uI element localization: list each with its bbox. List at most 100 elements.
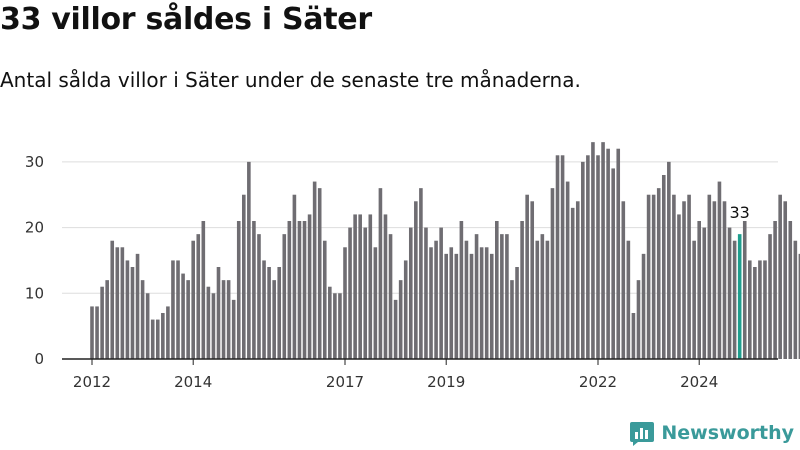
bar: [267, 267, 271, 359]
bar: [221, 280, 226, 359]
bar: [661, 175, 666, 359]
bar: [651, 194, 656, 359]
bar: [236, 221, 241, 359]
chart-title: 33 villor såldes i Säter: [0, 2, 372, 37]
bar: [591, 142, 595, 359]
bar: [378, 188, 383, 359]
bar: [196, 234, 201, 359]
bar: [161, 313, 165, 359]
bar: [677, 214, 681, 359]
bar: [398, 280, 403, 359]
bar: [358, 214, 362, 359]
bar: [500, 234, 504, 359]
bar: [90, 306, 94, 359]
y-tick-label: 30: [25, 153, 44, 171]
bar: [282, 234, 287, 359]
bar: [495, 221, 499, 359]
newsworthy-logo-text: Newsworthy: [661, 422, 794, 444]
bar: [312, 181, 317, 359]
bar: [155, 319, 160, 359]
bar: [575, 201, 580, 359]
bar: [687, 194, 691, 359]
bar: [748, 260, 752, 359]
bar: [115, 247, 120, 359]
x-tick-label: 2012: [73, 373, 111, 391]
bar: [581, 161, 585, 359]
bar: [171, 260, 175, 359]
x-tick-label: 2014: [174, 373, 212, 391]
bar: [166, 306, 170, 359]
bar: [798, 253, 800, 359]
bar: [545, 240, 550, 359]
bar: [439, 227, 443, 359]
bar: [257, 234, 261, 359]
bar: [479, 247, 484, 359]
bar: [181, 273, 185, 359]
newsworthy-logo: Newsworthy: [629, 420, 794, 446]
bar: [682, 201, 686, 359]
bar: [226, 280, 231, 359]
bar: [515, 267, 519, 359]
bar: [363, 227, 368, 359]
bar: [333, 293, 337, 359]
bar: [419, 188, 423, 359]
bar: [626, 240, 631, 359]
bar: [302, 221, 307, 359]
bar: [641, 253, 646, 359]
bar: [191, 240, 195, 359]
bar: [216, 267, 221, 359]
bar: [707, 194, 712, 359]
bar: [383, 214, 388, 359]
bar: [525, 194, 529, 359]
bar: [252, 221, 256, 359]
bar: [150, 319, 155, 359]
bar: [145, 293, 150, 359]
bar: [601, 142, 605, 359]
bar: [753, 267, 757, 359]
bar: [464, 240, 469, 359]
bar: [368, 214, 373, 359]
bar: [702, 227, 707, 359]
bar: [606, 148, 610, 359]
bar: [616, 148, 621, 359]
y-tick-label: 20: [25, 219, 44, 237]
bar: [373, 247, 378, 359]
y-tick-label: 0: [34, 350, 44, 368]
bar: [135, 253, 140, 359]
bar: [100, 286, 104, 359]
bar: [565, 181, 570, 359]
bar: [317, 188, 322, 359]
x-tick-label: 2019: [427, 373, 465, 391]
bar: [646, 194, 651, 359]
bar: [343, 247, 347, 359]
bar: [348, 227, 352, 359]
bar: [211, 293, 216, 359]
x-tick-label: 2017: [326, 373, 364, 391]
bar: [535, 240, 540, 359]
bar: [176, 260, 180, 359]
bar: [186, 280, 190, 359]
bar: [110, 240, 115, 359]
bar: [505, 234, 509, 359]
bar: [550, 188, 555, 359]
bar: [95, 306, 99, 359]
bar: [454, 253, 459, 359]
bar: [697, 221, 701, 359]
bar: [672, 194, 676, 359]
bar: [732, 240, 737, 359]
bar: [338, 293, 342, 359]
newsworthy-logo-icon: [630, 422, 655, 446]
bar: [586, 155, 590, 359]
bar: [758, 260, 762, 359]
bar: [292, 194, 297, 359]
bar: [712, 201, 717, 359]
bar: [717, 181, 722, 359]
bar: [555, 155, 560, 359]
bar: [570, 207, 575, 359]
bar: [611, 168, 615, 359]
bar: [510, 280, 514, 359]
bar: [125, 260, 130, 359]
x-tick-label: 2024: [680, 373, 718, 391]
bar: [596, 155, 600, 359]
bar: [763, 260, 767, 359]
